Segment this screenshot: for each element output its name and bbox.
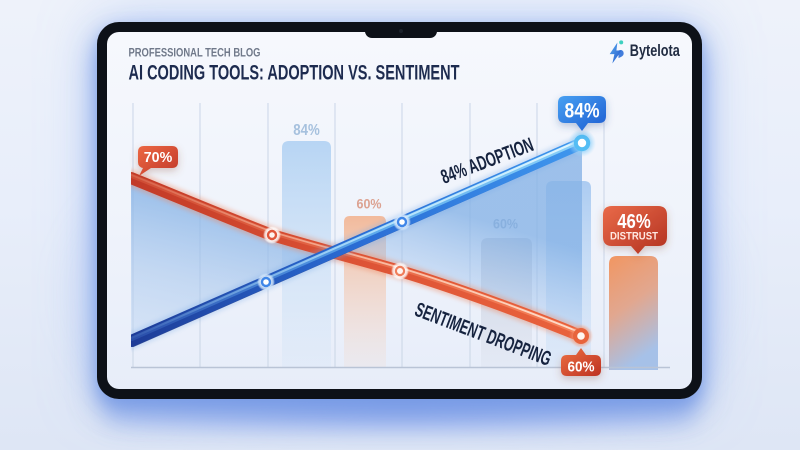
svg-text:60%: 60% [357, 196, 382, 212]
svg-text:60%: 60% [568, 358, 595, 375]
svg-text:84%: 84% [293, 122, 320, 139]
svg-text:70%: 70% [144, 149, 173, 166]
svg-text:AI CODING TOOLS: ADOPTION VS.: AI CODING TOOLS: ADOPTION VS. SENTIMENT [129, 61, 460, 85]
svg-text:Bytelota: Bytelota [630, 42, 681, 60]
svg-text:DISTRUST: DISTRUST [610, 231, 658, 243]
svg-text:PROFESSIONAL TECH BLOG: PROFESSIONAL TECH BLOG [129, 45, 261, 59]
svg-text:46%: 46% [617, 210, 651, 233]
svg-text:84%: 84% [565, 100, 600, 123]
